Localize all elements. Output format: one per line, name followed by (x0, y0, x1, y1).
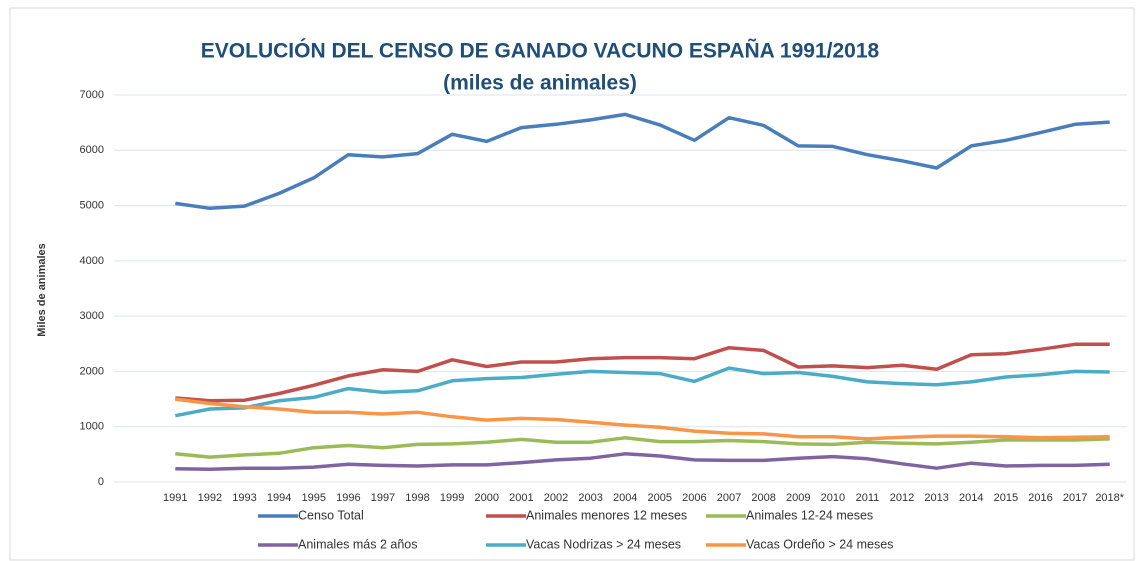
y-tick-label: 2000 (80, 365, 104, 377)
series-line (175, 112, 1110, 211)
chart-subtitle: (miles de animales) (443, 72, 637, 95)
series-line (175, 436, 1110, 459)
x-tick-label: 2013 (924, 492, 948, 504)
legend-label: Animales 12-24 meses (746, 508, 873, 522)
x-tick-label: 2015 (994, 492, 1018, 504)
x-tick-label: 2004 (613, 492, 637, 504)
x-tick-label: 2009 (786, 492, 810, 504)
y-tick-label: 3000 (80, 310, 104, 322)
x-tick-label: 1998 (405, 492, 429, 504)
x-tick-label: 1996 (336, 492, 360, 504)
x-tick-label: 2008 (751, 492, 775, 504)
x-tick-label: 2005 (648, 492, 672, 504)
y-tick-label: 0 (98, 476, 104, 488)
x-tick-label: 1992 (198, 492, 222, 504)
x-tick-label: 2002 (544, 492, 568, 504)
y-tick-label: 1000 (80, 421, 104, 433)
x-tick-label: 2016 (1028, 492, 1052, 504)
legend-label: Animales menores 12 meses (526, 508, 687, 522)
x-tick-label: 2012 (890, 492, 914, 504)
x-tick-label: 2018* (1095, 492, 1124, 504)
legend-label: Animales más 2 años (298, 537, 418, 551)
x-tick-label: 1997 (371, 492, 395, 504)
y-tick-label: 7000 (80, 89, 104, 101)
y-tick-label: 5000 (80, 199, 104, 211)
x-tick-label: 1999 (440, 492, 464, 504)
x-tick-label: 2011 (856, 492, 880, 504)
x-tick-label: 2000 (475, 492, 499, 504)
x-tick-label: 1995 (301, 492, 325, 504)
chart-title: EVOLUCIÓN DEL CENSO DE GANADO VACUNO ESP… (201, 39, 880, 63)
y-tick-label: 6000 (80, 144, 104, 156)
x-tick-label: 1993 (232, 492, 256, 504)
x-tick-label: 2007 (717, 492, 741, 504)
y-tick-label: 4000 (80, 255, 104, 267)
series-line (175, 452, 1110, 472)
x-tick-label: 2010 (821, 492, 845, 504)
x-tick-label: 1991 (163, 492, 187, 504)
legend-label: Censo Total (298, 508, 364, 522)
series-line (175, 397, 1110, 441)
x-tick-label: 2003 (578, 492, 602, 504)
x-tick-label: 2006 (682, 492, 706, 504)
legend-label: Vacas Ordeño > 24 meses (746, 537, 893, 551)
x-tick-label: 2001 (509, 492, 533, 504)
x-tick-label: 2017 (1063, 492, 1087, 504)
series-line (175, 342, 1110, 403)
x-tick-label: 1994 (267, 492, 291, 504)
legend-label: Vacas Nodrizas > 24 meses (526, 537, 681, 551)
y-axis-label: Miles de animales (36, 243, 48, 337)
x-tick-label: 2014 (959, 492, 983, 504)
series-line (174, 366, 1110, 418)
